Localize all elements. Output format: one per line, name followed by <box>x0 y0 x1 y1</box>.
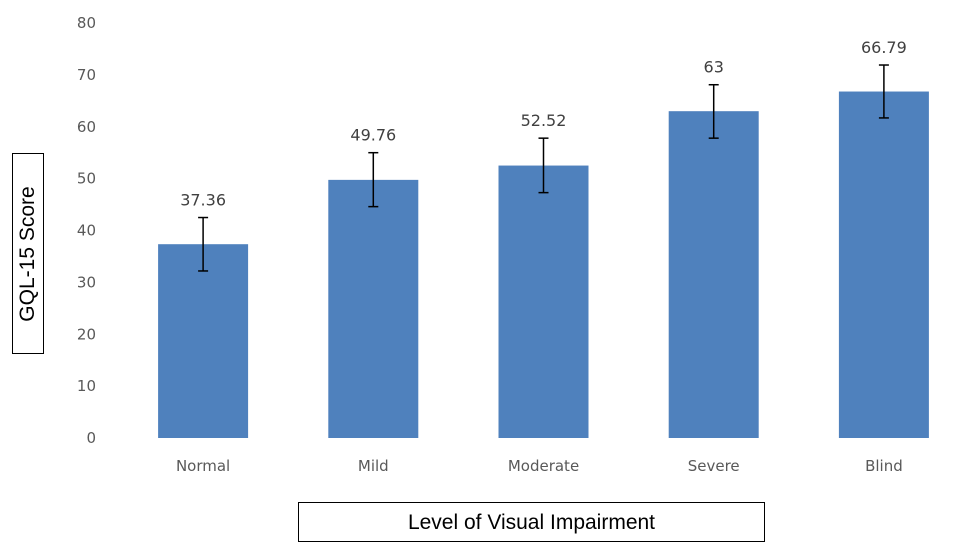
y-axis-label-box: GQL-15 Score <box>12 153 44 354</box>
x-tick-label: Moderate <box>508 457 579 475</box>
y-tick-label: 30 <box>77 273 96 291</box>
bar <box>158 244 249 438</box>
data-label: 37.36 <box>180 191 226 210</box>
y-axis-label: GQL-15 Score <box>16 185 39 322</box>
y-tick-label: 60 <box>77 118 96 136</box>
bar <box>328 179 419 438</box>
x-tick-label: Blind <box>865 457 903 475</box>
data-label: 66.79 <box>861 38 907 57</box>
y-tick-label: 50 <box>77 170 96 188</box>
y-tick-label: 80 <box>77 14 96 32</box>
bar <box>668 111 759 438</box>
x-axis-label-box: Level of Visual Impairment <box>298 502 765 542</box>
y-tick-label: 20 <box>77 325 96 343</box>
data-label: 52.52 <box>521 111 567 130</box>
x-tick-label: Mild <box>358 457 389 475</box>
data-label: 63 <box>704 58 724 77</box>
x-tick-label: Normal <box>176 457 230 475</box>
y-tick-label: 0 <box>86 429 96 447</box>
x-tick-label: Severe <box>688 457 740 475</box>
bar <box>498 165 589 439</box>
x-axis-label: Level of Visual Impairment <box>407 511 656 534</box>
bar <box>838 91 929 438</box>
y-tick-label: 40 <box>77 222 96 240</box>
y-tick-label: 70 <box>77 66 96 84</box>
y-tick-label: 10 <box>77 377 96 395</box>
data-label: 49.76 <box>350 126 396 145</box>
